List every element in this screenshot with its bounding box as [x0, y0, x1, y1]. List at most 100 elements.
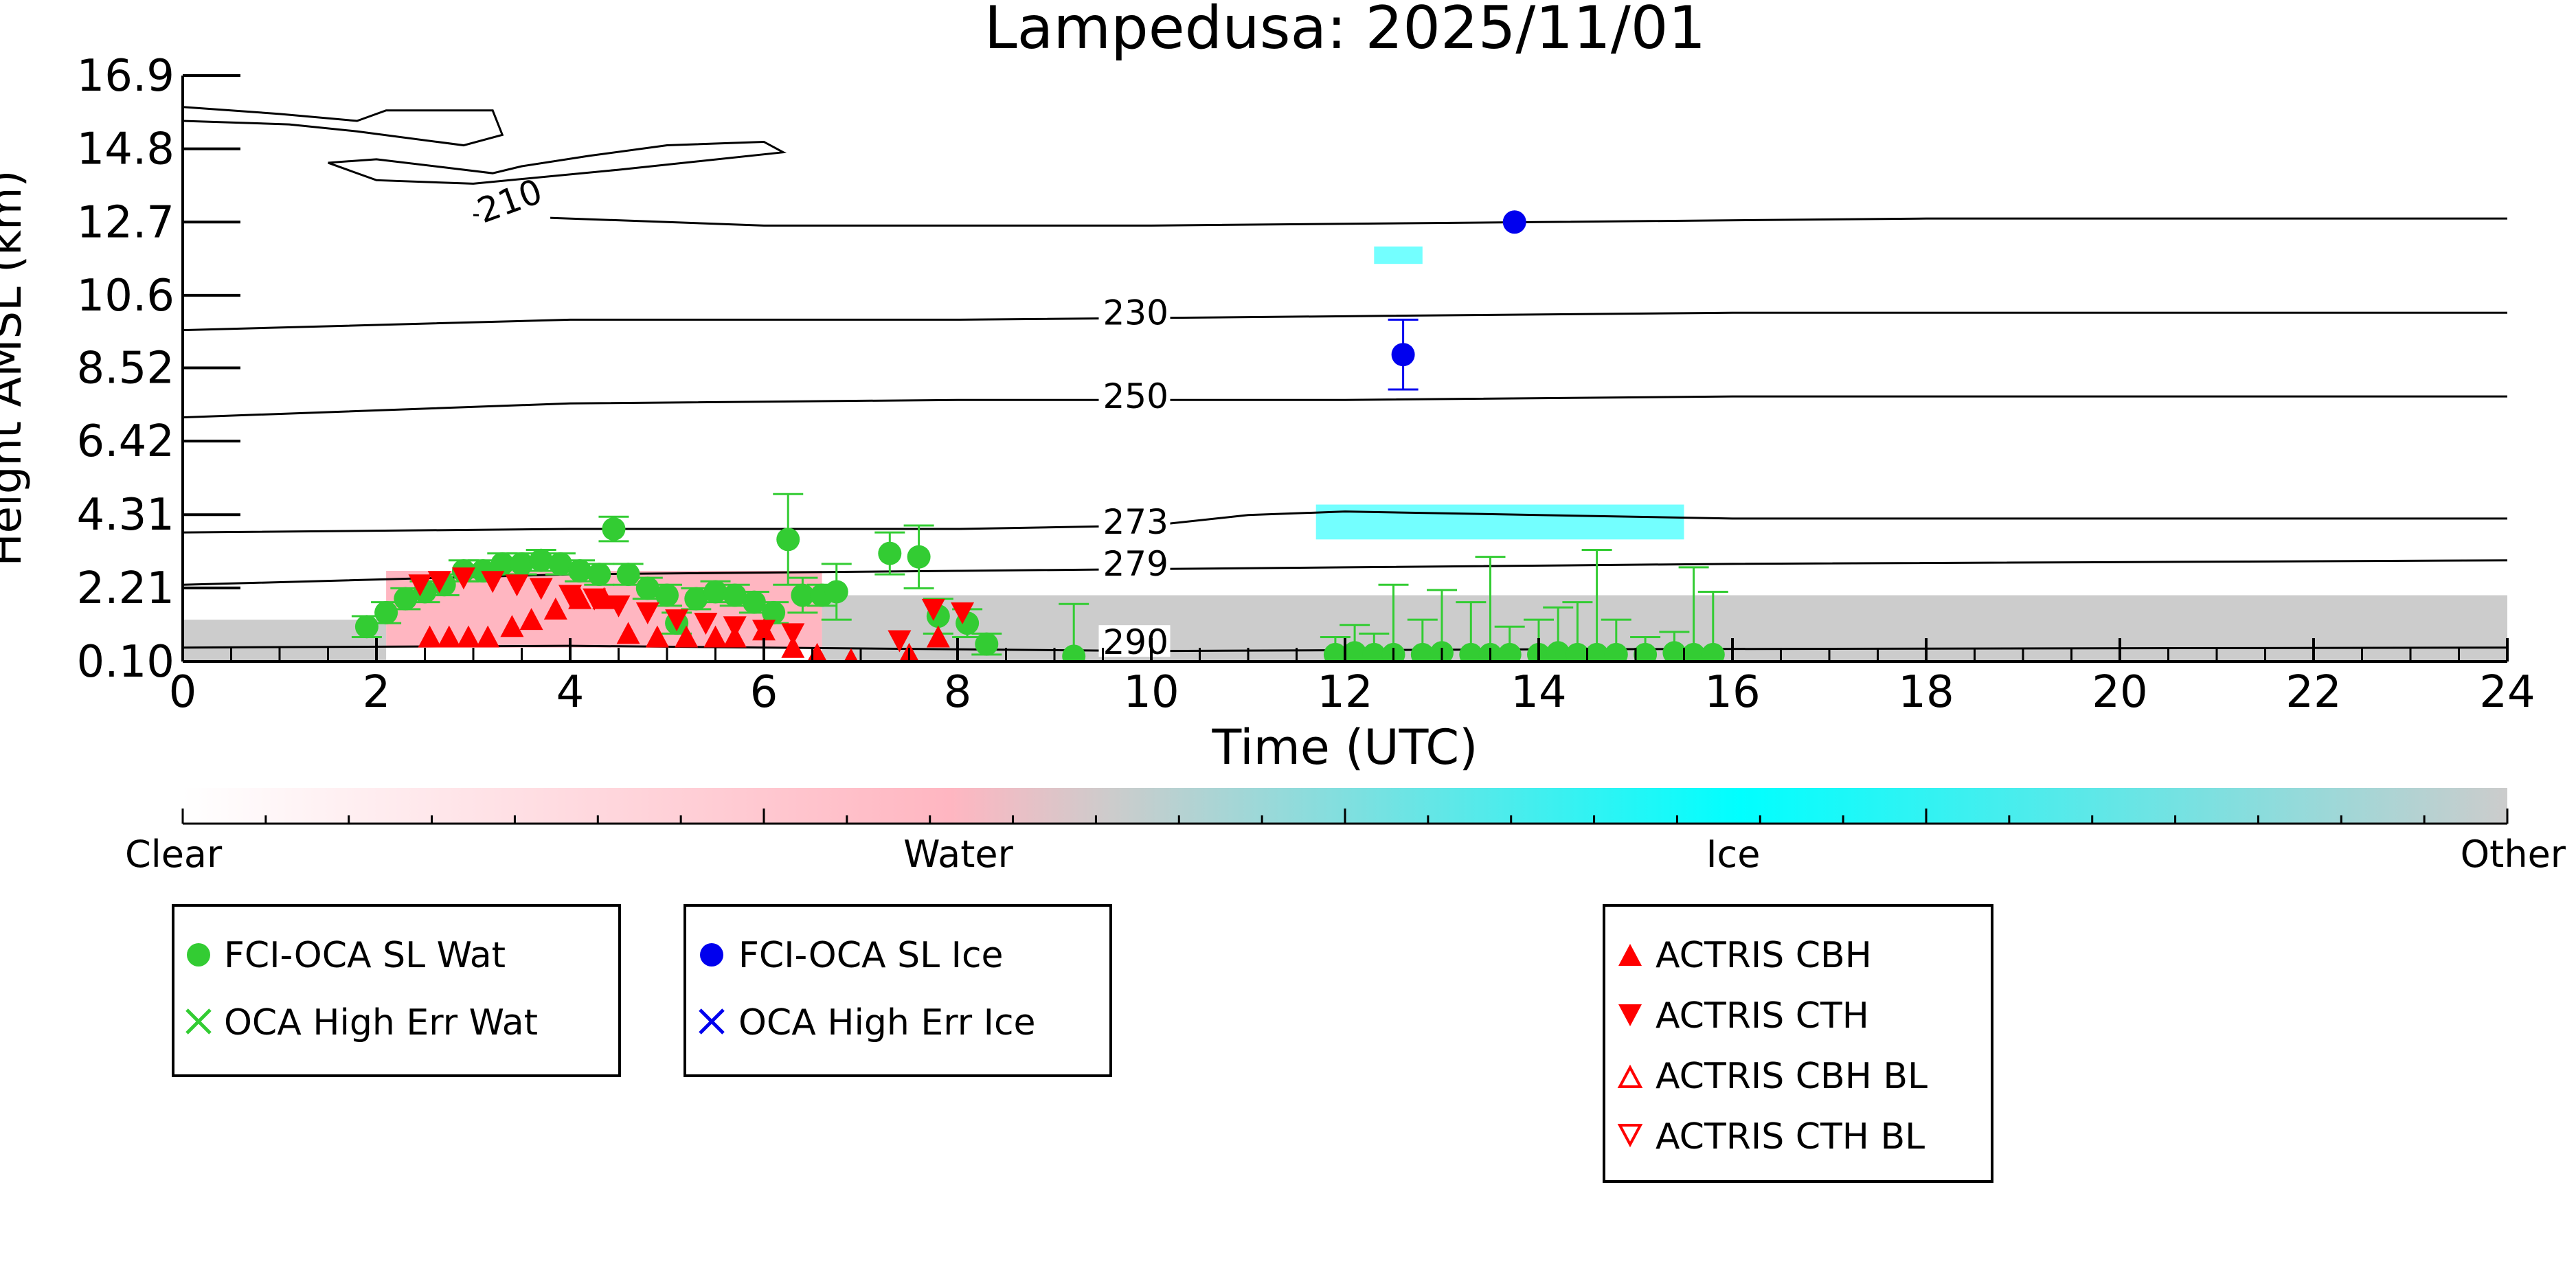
marker-fci-oca-sl-wat-2 [394, 587, 418, 611]
cloud-classification-layers [183, 246, 2507, 662]
legend-marker-fci-wat [187, 943, 210, 967]
legend-ice-frame [683, 904, 1112, 1077]
x-tick-label-4: 8 [944, 667, 972, 718]
legend-label-actris-cbh-bl: ACTRIS CBH BL [1656, 1056, 1928, 1097]
marker-fci-oca-sl-wat-20 [723, 583, 747, 607]
legend-marker-higherr-wat [185, 1008, 212, 1035]
marker-actris-cbh-6 [543, 597, 567, 620]
x-tick-label-3: 6 [750, 667, 778, 718]
plot-area [183, 106, 2507, 662]
marker-actris-cbh-3 [476, 625, 500, 648]
marker-actris-cbh-11 [675, 625, 699, 648]
marker-actris-cth-10 [665, 609, 689, 632]
marker-actris-cth-3 [481, 571, 505, 594]
y-tick-label-5: 10.6 [77, 271, 175, 321]
isotherm-label-bg-290 [1098, 625, 1171, 657]
marker-fci-oca-sl-wat-50 [1701, 642, 1725, 662]
isotherm-label-bg-273 [1098, 504, 1171, 536]
marker-actris-cth-15 [888, 630, 912, 653]
colorbar-ticks [181, 809, 2509, 825]
legend-label-higherr-ice: OCA High Err Ice [738, 1002, 1036, 1043]
isotherm-210 [473, 214, 2507, 227]
marker-fci-oca-sl-wat-26 [824, 580, 848, 604]
x-axis-label: Time (UTC) [1212, 719, 1478, 776]
marker-actris-cth-11 [694, 613, 718, 635]
x-tick-label-8: 16 [1704, 667, 1760, 718]
x-tick-label-0: 0 [169, 667, 197, 718]
colorbar-label-water: Water [903, 833, 1013, 876]
marker-actris-cth-12 [723, 616, 747, 639]
marker-fci-oca-sl-wat-11 [568, 558, 592, 583]
legend-label-actris-cth-bl: ACTRIS CTH BL [1656, 1116, 1925, 1157]
y-axis-label: Height AMSL (km) [0, 170, 32, 567]
marker-fci-oca-sl-wat-33 [1323, 642, 1347, 662]
legend-marker-actris-cbh [1618, 944, 1642, 966]
y-tick-label-1: 2.21 [77, 563, 175, 614]
marker-fci-oca-sl-wat-19 [703, 580, 727, 604]
marker-fci-oca-sl-wat-8 [510, 552, 534, 576]
marker-actris-cth-8 [607, 595, 631, 618]
marker-fci-oca-sl-wat-23 [776, 528, 800, 552]
legend-label-actris-cbh: ACTRIS CBH [1656, 935, 1872, 976]
marker-actris-cth-14 [781, 623, 805, 646]
chart-title: Lampedusa: 2025/11/01 [984, 0, 1706, 63]
legend-water: FCI-OCA SL Wat OCA High Err Wat [172, 904, 621, 1077]
marker-fci-oca-sl-wat-22 [762, 600, 786, 624]
marker-fci-oca-sl-wat-16 [655, 583, 679, 607]
marker-actris-cth-6 [558, 585, 582, 607]
colorbar-label-other: Other [2461, 833, 2566, 876]
legend-actris-frame [1603, 904, 1993, 1183]
marker-actris-cth-2 [451, 567, 475, 590]
marker-actris-cbh-19 [926, 625, 950, 648]
marker-fci-oca-sl-wat-34 [1343, 641, 1367, 662]
marker-actris-cbh-12 [703, 625, 727, 648]
marker-fci-oca-sl-wat-10 [548, 552, 572, 576]
marker-actris-cth-9 [635, 602, 659, 624]
isotherm-label-bg-230 [1098, 295, 1171, 328]
legend-label-fci-wat: FCI-OCA SL Wat [224, 935, 506, 976]
marker-fci-oca-sl-wat-13 [602, 517, 626, 541]
y-tick-label-4: 8.52 [77, 343, 175, 394]
marker-fci-oca-sl-wat-44 [1566, 642, 1590, 662]
marker-fci-oca-sl-wat-12 [587, 563, 611, 587]
isotherm-210-upper-0 [183, 106, 504, 147]
y-tick-label-7: 14.8 [77, 124, 175, 175]
legend-marker-higherr-ice [699, 1008, 725, 1035]
legend-label-higherr-wat: OCA High Err Wat [224, 1002, 538, 1043]
marker-actris-cbh-0 [418, 625, 442, 648]
isotherm-label-290: 290 [1103, 622, 1168, 662]
isotherm-label-bg-210 [479, 194, 551, 227]
colorbar-label-ice: Ice [1706, 833, 1761, 876]
marker-actris-cth-1 [427, 571, 451, 594]
legend-water-frame [172, 904, 621, 1077]
legend-ice: FCI-OCA SL Ice OCA High Err Ice [683, 904, 1112, 1077]
isotherm-label-250: 250 [1103, 376, 1168, 416]
layer-ice-4 [1315, 504, 1684, 540]
x-tick-label-10: 20 [2092, 667, 2147, 718]
marker-fci-oca-sl-wat-37 [1410, 642, 1434, 662]
isotherm-label-279: 279 [1103, 544, 1168, 584]
x-tick-label-12: 24 [2479, 667, 2535, 718]
legend-actris: ACTRIS CBH ACTRIS CTH ACTRIS CBH BL ACTR… [1603, 904, 1993, 1183]
marker-actris-cbh-10 [645, 625, 669, 648]
x-tick-label-5: 10 [1123, 667, 1179, 718]
marker-fci-oca-sl-wat-39 [1459, 642, 1483, 662]
marker-fci-oca-sl-wat-41 [1498, 642, 1522, 662]
marker-fci-oca-sl-ice-0 [1391, 343, 1415, 367]
marker-actris-cbh-8 [592, 587, 616, 609]
legend-marker-actris-cbh-bl [1617, 1064, 1643, 1088]
marker-fci-oca-sl-wat-47 [1634, 642, 1658, 662]
colorbar: Clear Water Ice Other [125, 788, 2566, 876]
isotherm-label-230: 230 [1103, 293, 1168, 332]
isotherm-250 [183, 395, 2507, 419]
marker-fci-oca-sl-wat-24 [791, 583, 815, 607]
marker-actris-cbh-4 [500, 615, 524, 637]
marker-actris-cbh-1 [437, 625, 461, 648]
y-tick-label-2: 4.31 [77, 490, 175, 541]
marker-fci-oca-sl-wat-27 [878, 541, 902, 565]
x-tick-label-7: 14 [1511, 667, 1566, 718]
isotherm-230 [183, 311, 2507, 332]
y-tick-label-6: 12.7 [77, 197, 175, 248]
